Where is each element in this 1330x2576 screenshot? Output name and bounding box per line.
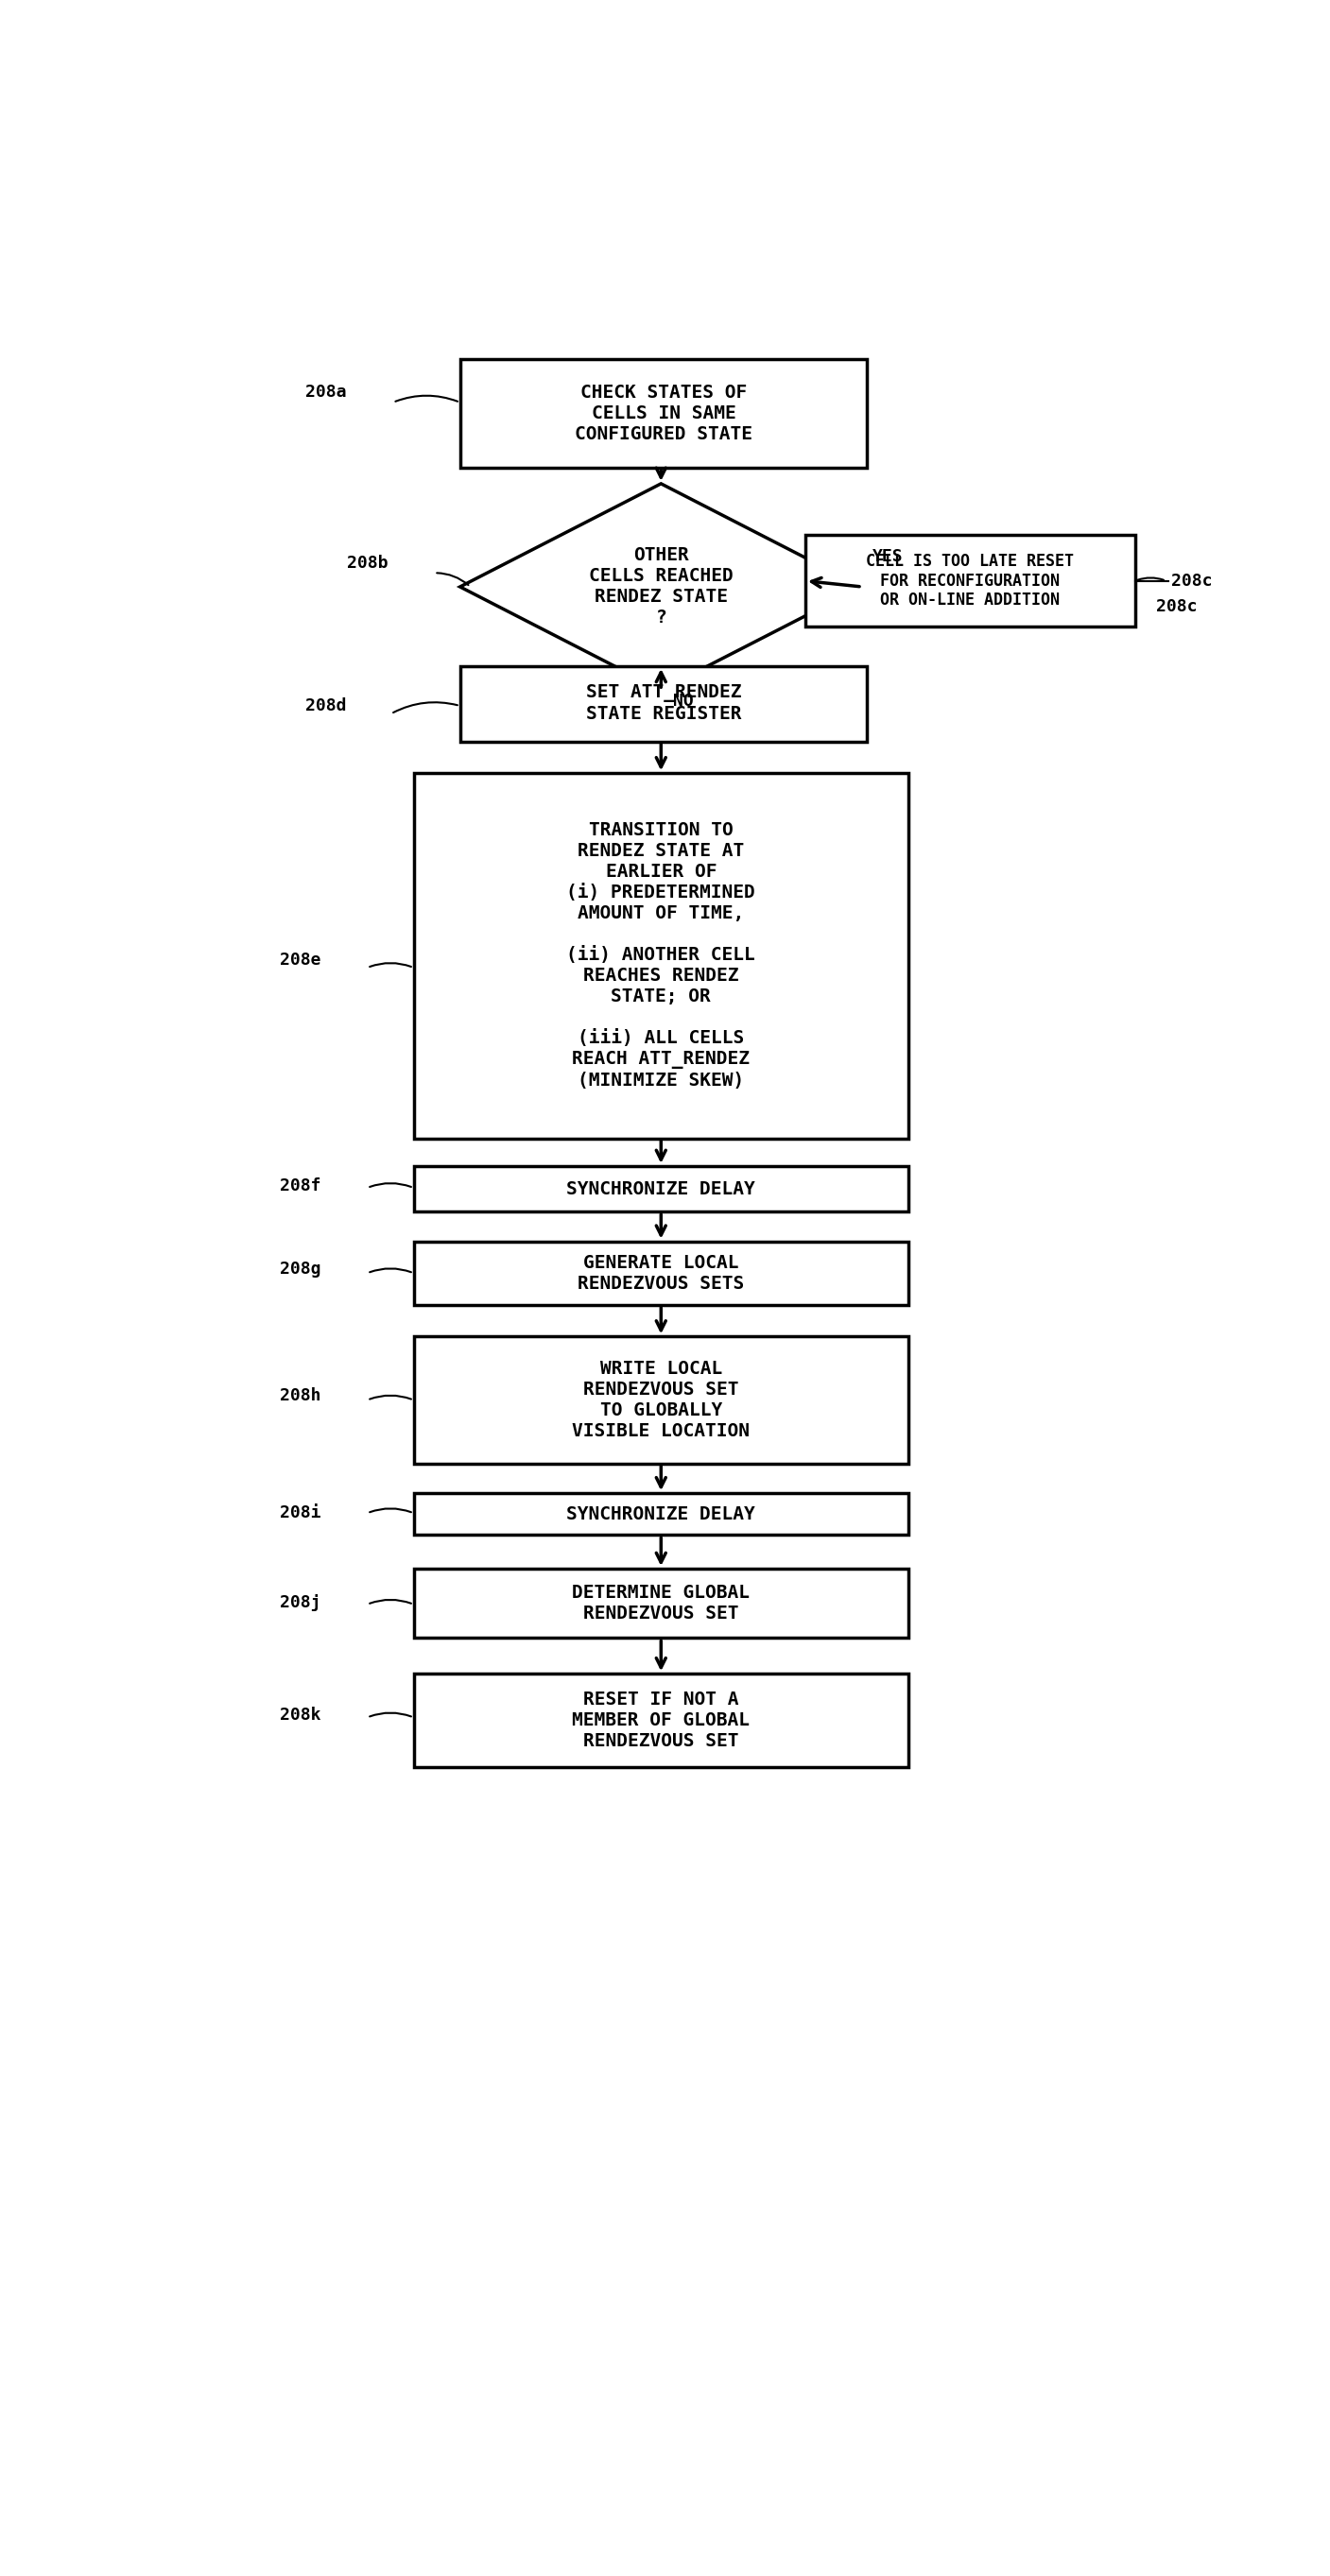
Bar [460,667,867,742]
Bar [414,1167,908,1211]
Text: SYNCHRONIZE DELAY: SYNCHRONIZE DELAY [567,1180,755,1198]
Bar [414,1569,908,1638]
Bar [460,358,867,469]
Text: 208f: 208f [279,1177,321,1195]
Text: DETERMINE GLOBAL
RENDEZVOUS SET: DETERMINE GLOBAL RENDEZVOUS SET [572,1584,750,1623]
Bar [414,1494,908,1535]
Text: 208d: 208d [306,698,347,714]
Text: 208i: 208i [279,1504,321,1522]
Text: OTHER
CELLS REACHED
RENDEZ STATE
?: OTHER CELLS REACHED RENDEZ STATE ? [589,546,733,626]
Polygon shape [460,484,862,690]
Text: RESET IF NOT A
MEMBER OF GLOBAL
RENDEZVOUS SET: RESET IF NOT A MEMBER OF GLOBAL RENDEZVO… [572,1690,750,1749]
Text: 208h: 208h [279,1388,321,1404]
Text: 208e: 208e [279,951,321,969]
Text: 208j: 208j [279,1595,321,1610]
Text: GENERATE LOCAL
RENDEZVOUS SETS: GENERATE LOCAL RENDEZVOUS SETS [577,1255,745,1293]
Text: 208k: 208k [279,1708,321,1723]
Text: 208a: 208a [306,384,347,402]
Text: WRITE LOCAL
RENDEZVOUS SET
TO GLOBALLY
VISIBLE LOCATION: WRITE LOCAL RENDEZVOUS SET TO GLOBALLY V… [572,1360,750,1440]
Text: NO: NO [673,693,694,708]
Text: 208g: 208g [279,1260,321,1278]
Text: 208c: 208c [1172,572,1213,590]
Text: TRANSITION TO
RENDEZ STATE AT
EARLIER OF
(i) PREDETERMINED
AMOUNT OF TIME,

(ii): TRANSITION TO RENDEZ STATE AT EARLIER OF… [567,822,755,1090]
Text: 208c: 208c [1156,598,1197,616]
Bar [414,773,908,1139]
Bar [414,1674,908,1767]
Text: CHECK STATES OF
CELLS IN SAME
CONFIGURED STATE: CHECK STATES OF CELLS IN SAME CONFIGURED… [575,384,753,443]
Text: CELL IS TOO LATE RESET
FOR RECONFIGURATION
OR ON-LINE ADDITION: CELL IS TOO LATE RESET FOR RECONFIGURATI… [866,554,1075,608]
Text: YES: YES [872,549,903,564]
Bar [805,536,1134,626]
Bar [414,1242,908,1306]
Text: SET ATT_RENDEZ
STATE REGISTER: SET ATT_RENDEZ STATE REGISTER [585,685,741,724]
Text: 208b: 208b [347,554,388,572]
Text: SYNCHRONIZE DELAY: SYNCHRONIZE DELAY [567,1504,755,1522]
Bar [414,1337,908,1463]
